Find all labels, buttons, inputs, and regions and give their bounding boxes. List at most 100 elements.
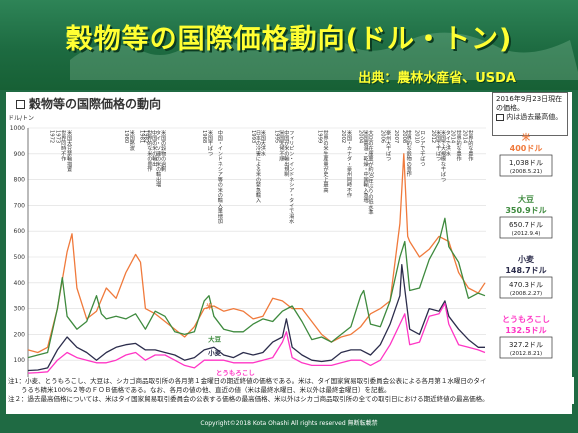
- event-annotation: 豪州大干ばつ: [385, 129, 391, 162]
- legend-max-price: 327.2ドル: [509, 341, 543, 349]
- y-tick-label: 800: [14, 177, 26, 184]
- event-annotation: 中国が米の輸出規制: [283, 129, 289, 179]
- source-credit: 出典：農林水産省、USDA: [358, 71, 516, 86]
- y-tick-label: 100: [14, 357, 26, 364]
- event-annotation: 世界同時不作: [60, 129, 66, 163]
- footnote-1-cont: うるち精米100%２等のＦＯＢ価格である。なお、各月の値の他、直近の値（米は最終…: [8, 386, 391, 394]
- event-annotation: タイ・ソ連の米の輸出増: [155, 130, 161, 189]
- series-line-とうもろこし: [27, 302, 486, 374]
- legend-max-date: (2012.8.21): [510, 351, 542, 357]
- event-annotation: 米国天候不順: [278, 129, 284, 163]
- event-annotation: 2006: [379, 130, 385, 143]
- event-annotation: 米国で干ばつ: [435, 129, 441, 162]
- legend-name: 小麦: [517, 254, 535, 264]
- legend-name: 大豆: [518, 194, 534, 204]
- series-label: とうもろこし: [216, 369, 255, 377]
- note-line-1: 2016年9月23日現在: [496, 95, 563, 103]
- y-tick-label: 700: [14, 202, 26, 209]
- event-annotation: 大豆の在庫量が約30年ぶりの低水準: [367, 129, 373, 216]
- legend-current-price: 400ドル: [510, 144, 543, 153]
- y-tick-label: 400: [14, 280, 26, 287]
- event-annotation: 1972: [48, 130, 54, 143]
- box-symbol-icon: [496, 113, 504, 121]
- y-axis-label: ドル/トン: [8, 115, 34, 122]
- legend-max-box: [499, 276, 553, 299]
- event-annotation: 米国の穀物の過剰: [160, 129, 166, 172]
- event-annotation: 1988: [201, 130, 207, 143]
- event-annotation: 世界的な豊作: [467, 129, 473, 163]
- series-label: 米: [206, 302, 213, 311]
- chart-title: 穀物等の国際価格の動向: [29, 97, 162, 111]
- legend-max-date: (2012.9.4): [512, 231, 541, 237]
- legend-max-box: [499, 336, 553, 359]
- event-annotation: 2010: [414, 130, 420, 143]
- event-annotation: 世界的な穀物の豊作: [405, 129, 411, 179]
- legend-max-box: [499, 154, 553, 177]
- series-line-米: [27, 153, 486, 354]
- event-annotation: 米国で大規模な干ばつ: [440, 129, 446, 183]
- event-annotation: ロシアで干ばつ: [419, 130, 425, 167]
- world-map-decoration: [70, 32, 578, 80]
- series-label: 大豆: [208, 335, 222, 344]
- copyright: Copyright©2018 Kota Ohashi All rights re…: [0, 415, 578, 433]
- heading-square-icon: [16, 100, 25, 109]
- event-annotation: 2002: [340, 130, 346, 143]
- event-annotation: 1980: [123, 130, 129, 143]
- chart-heading: 穀物等の国際価格の動向: [16, 95, 161, 112]
- y-tick-label: 200: [14, 331, 26, 338]
- note-line-2: の価格。: [496, 104, 524, 112]
- legend-current-price: 132.5ドル: [505, 326, 546, 335]
- y-tick-label: 300: [14, 306, 26, 313]
- legend-max-price: 1,038ドル: [509, 159, 543, 167]
- event-annotation: タイで洪水: [444, 130, 450, 157]
- legend-name: 米: [521, 132, 531, 142]
- event-annotation: 2012: [430, 130, 436, 143]
- legend-name: とうもろこし: [502, 315, 550, 324]
- legend-max-date: (2008.5.21): [510, 169, 542, 175]
- event-annotation: 1999: [317, 130, 323, 143]
- series-line-小麦: [27, 264, 485, 372]
- footnotes: 注1：小麦、とうもろこし、大豆は、シカゴ商品取引所の各月第１金曜日の期近終値の価…: [8, 377, 574, 404]
- price-chart: ドル/トン01002003004005006007008009001000197…: [8, 115, 553, 395]
- event-annotation: 米国・カナダ・豪州同時不作: [346, 129, 352, 199]
- event-annotation: 2004: [358, 130, 364, 144]
- y-tick-label: 1000: [10, 125, 25, 132]
- event-annotation: 世界の米生産量が史上最高: [322, 129, 328, 194]
- y-tick-label: 500: [14, 254, 26, 261]
- event-annotation: 2014: [461, 130, 467, 144]
- legend-current-price: 148.7ドル: [505, 266, 546, 275]
- series-label: 小麦: [207, 348, 222, 357]
- series-line-大豆: [27, 217, 486, 359]
- event-annotation: 米国熱波: [128, 129, 134, 153]
- legend-max-date: (2008.2.27): [510, 291, 542, 297]
- legend-current-price: 350.9ドル: [505, 206, 546, 215]
- footnote-1: 注1：小麦、とうもろこし、大豆は、シカゴ商品取引所の各月第１金曜日の期近終値の価…: [8, 377, 487, 385]
- title-banner: 穀物等の国際価格動向(ドル・トン) 出典：農林水産省、USDA: [0, 0, 578, 90]
- event-annotation: 世界的な豊作: [456, 129, 462, 163]
- chart-panel: 穀物等の国際価格の動向 2016年9月23日現在 の価格。 内は過去最高値。 ド…: [6, 92, 572, 414]
- event-annotation: 2007: [393, 130, 399, 143]
- y-tick-label: 600: [14, 228, 26, 235]
- event-annotation: 世界的な米の豊作: [146, 129, 152, 173]
- note-box: 2016年9月23日現在 の価格。 内は過去最高値。: [492, 92, 568, 136]
- legend-max-box: [499, 216, 553, 239]
- legend-max-price: 470.3ドル: [509, 281, 543, 289]
- note-line-3: 内は過去最高値。: [506, 113, 563, 121]
- event-annotation: 1982: [142, 130, 148, 143]
- event-annotation: フィリピン・インドネシア・タイで渇水: [288, 130, 294, 224]
- event-annotation: 2014: [450, 130, 456, 144]
- event-annotation: 中国の米の輸出: [151, 129, 157, 168]
- event-annotation: 米国高温・乾燥・中国輸入急増: [362, 129, 368, 205]
- event-annotation: 1993: [250, 130, 256, 143]
- event-annotation: 日本の冷害による米の緊急輸入: [255, 130, 261, 204]
- footnote-2: 注２：過去最高価格については、米はタイ国家貿易取引委員会の公表する価格の最高価格…: [8, 395, 489, 403]
- slide-title: 穀物等の国際価格動向(ドル・トン): [65, 24, 513, 55]
- event-annotation: 中国・インドネシア等の米の輸入量増加: [216, 129, 222, 225]
- event-annotation: 1995: [274, 130, 280, 143]
- event-annotation: 米国干ばつ: [207, 129, 213, 157]
- y-tick-label: 900: [14, 151, 26, 158]
- event-annotation: 1981: [139, 130, 145, 143]
- event-annotation: 米国大洪水: [259, 129, 265, 157]
- legend-max-price: 650.7ドル: [509, 221, 543, 229]
- event-annotation: 2008: [401, 130, 407, 143]
